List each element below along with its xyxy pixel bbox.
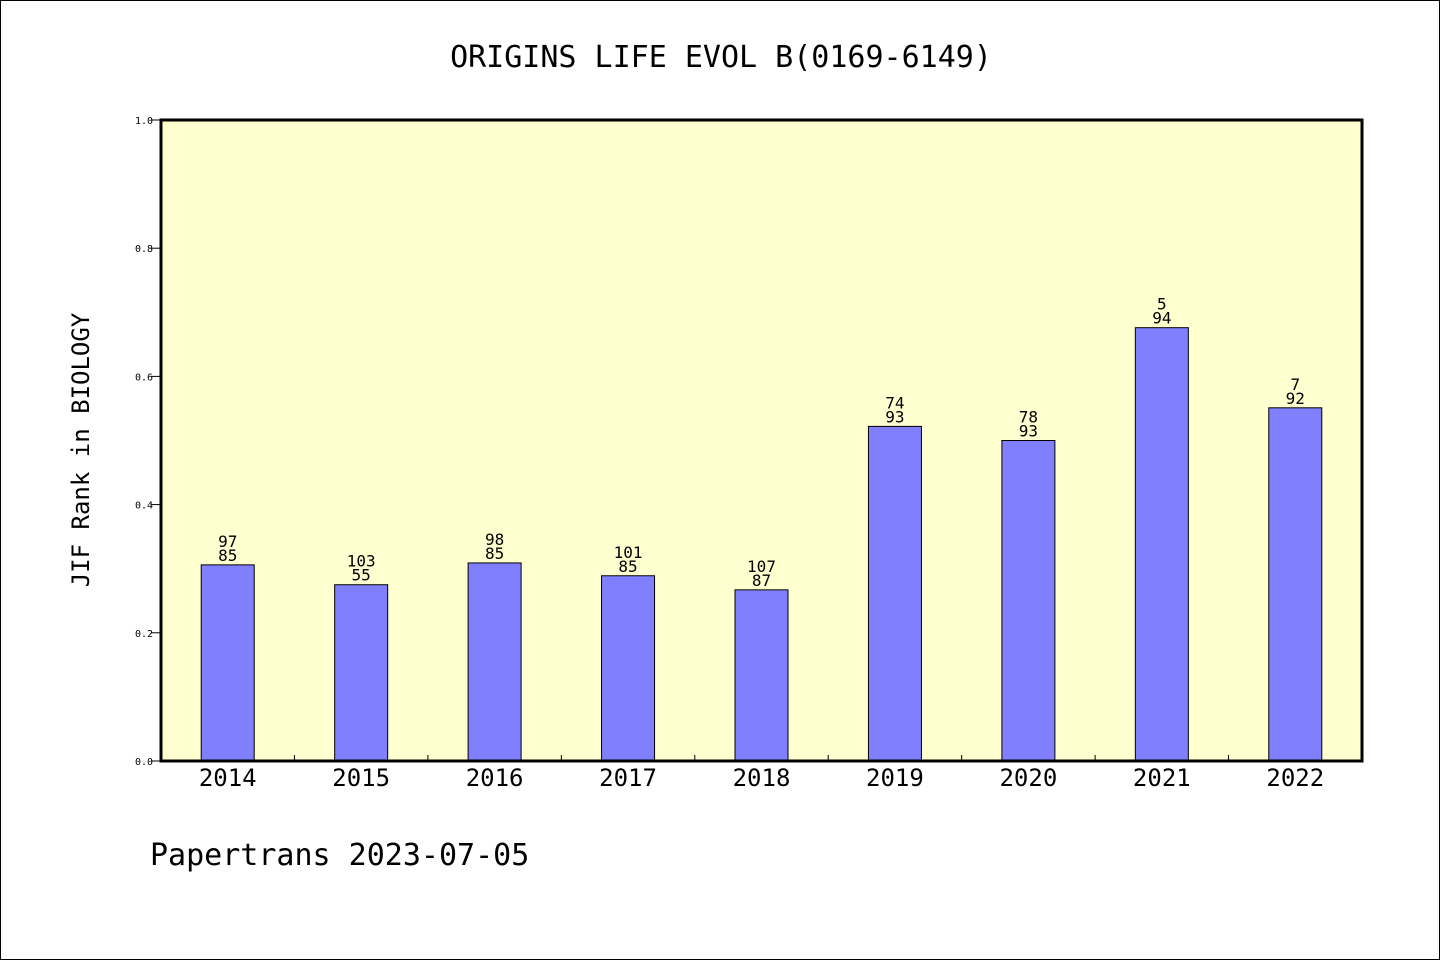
y-tick-label: 0.0	[135, 757, 153, 768]
y-tick-label: 0.8	[135, 244, 153, 255]
y-axis: 0.0 0.2 0.4 0.6 0.8 1.0	[135, 116, 161, 768]
x-tick-label-2014: 2014	[199, 764, 257, 792]
bar-2016	[467, 562, 522, 762]
bars-group	[200, 327, 1323, 762]
bar-label-rank-2018: 107	[747, 557, 776, 576]
bar-label-rank-2019: 74	[885, 393, 904, 412]
bar-label-rank-2017: 101	[614, 543, 643, 562]
x-tick-label-2021: 2021	[1133, 764, 1191, 792]
x-tick-label-2015: 2015	[332, 764, 390, 792]
bar-label-total-2014: 85	[218, 546, 237, 565]
y-tick-label: 0.6	[135, 372, 153, 383]
footer-text: Papertrans 2023-07-05	[150, 838, 529, 873]
bar-label-total-2021: 94	[1152, 309, 1171, 328]
bar-2015	[334, 584, 389, 762]
bar-2014	[200, 564, 255, 762]
bar-label-rank-2016: 98	[485, 530, 504, 549]
bar-2022	[1268, 407, 1323, 762]
plot-border	[159, 118, 1364, 763]
x-tick-label-2019: 2019	[866, 764, 924, 792]
x-tick-label-2020: 2020	[999, 764, 1057, 792]
bar-2017	[601, 575, 656, 762]
chart-title: ORIGINS LIFE EVOL B(0169-6149)	[450, 40, 992, 75]
bar-label-rank-2014: 97	[218, 532, 237, 551]
bar-2018	[734, 589, 789, 762]
bar-label-total-2015: 55	[352, 566, 371, 585]
bar-label-total-2018: 87	[752, 571, 771, 590]
bar-label-total-2020: 93	[1019, 422, 1038, 441]
bar-2020	[1001, 440, 1056, 762]
bar-label-rank-2020: 78	[1019, 408, 1038, 427]
bar-label-total-2022: 92	[1286, 389, 1305, 408]
y-axis-label: JIF Rank in BIOLOGY	[67, 312, 95, 587]
bar-label-total-2016: 85	[485, 544, 504, 563]
x-tick-label-2018: 2018	[733, 764, 791, 792]
bar-label-rank-2022: 7	[1290, 375, 1300, 394]
x-tick-label-2022: 2022	[1266, 764, 1324, 792]
x-tick-label-2016: 2016	[466, 764, 524, 792]
y-tick-label: 0.4	[135, 501, 153, 512]
x-axis: 2014 2015 2016 2017 2018 2019 2020 2021 2022	[199, 755, 1324, 792]
x-tick-label-2017: 2017	[599, 764, 657, 792]
y-tick-label: 0.2	[135, 629, 153, 640]
bar-label-rank-2015: 103	[347, 552, 376, 571]
bar-2019	[867, 425, 922, 762]
y-tick-label: 1.0	[135, 116, 153, 127]
bar-label-total-2019: 93	[885, 407, 904, 426]
bar-label-rank-2021: 5	[1157, 295, 1167, 314]
bar-label-total-2017: 85	[618, 557, 637, 576]
bar-2021	[1134, 327, 1189, 762]
